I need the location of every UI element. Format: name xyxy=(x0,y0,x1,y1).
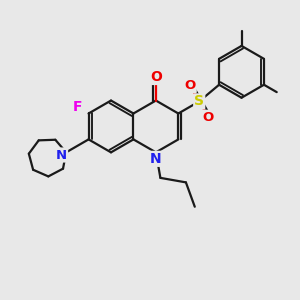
Text: O: O xyxy=(150,70,162,84)
Text: N: N xyxy=(56,148,67,161)
Text: F: F xyxy=(72,100,82,114)
Text: S: S xyxy=(194,94,204,108)
Text: N: N xyxy=(150,152,162,166)
Text: O: O xyxy=(203,111,214,124)
Text: O: O xyxy=(184,79,196,92)
